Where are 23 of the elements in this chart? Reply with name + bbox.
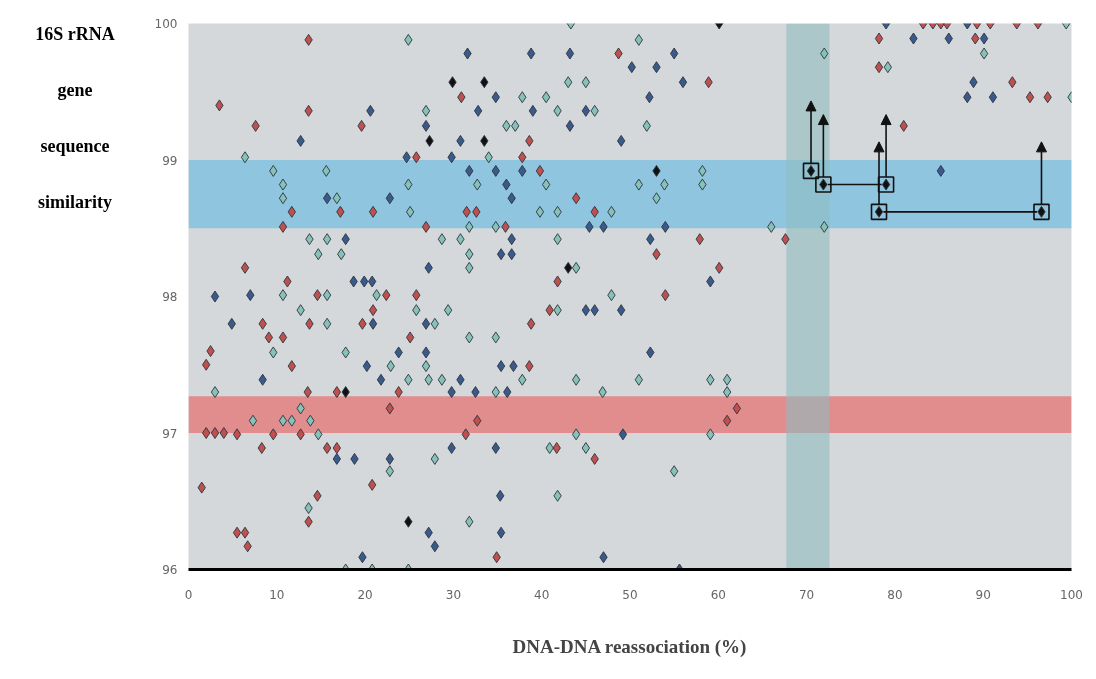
x-tick-label: 70	[798, 587, 815, 602]
point	[1033, 203, 1050, 221]
x-tick-label: 50	[622, 587, 638, 602]
y-tick-label: 98	[162, 290, 178, 304]
point	[870, 203, 888, 221]
point	[341, 386, 350, 398]
y-tick-label: 97	[162, 426, 178, 441]
x-tick-label: 30	[445, 587, 462, 602]
y-tick-label: 100	[154, 17, 178, 31]
y-tick-label: 96	[162, 563, 178, 577]
y-tick-label: 99	[162, 153, 178, 168]
point	[815, 176, 832, 193]
x-tick-label: 0	[184, 587, 193, 602]
x-tick-label: 100	[1060, 587, 1083, 602]
text: 16S rRNA gene sequence similarity	[35, 24, 115, 212]
x-tick-label: 10	[269, 587, 285, 602]
x-axis-title: DNA-DNA reassociation (%)	[512, 635, 747, 658]
x-tick-label: 20	[357, 587, 373, 602]
point	[802, 162, 820, 180]
x-tick-label: 80	[887, 587, 903, 602]
x-tick-label: 40	[534, 587, 550, 602]
x-tick-label: 90	[975, 587, 991, 602]
x-tick-label: 60	[710, 587, 726, 602]
